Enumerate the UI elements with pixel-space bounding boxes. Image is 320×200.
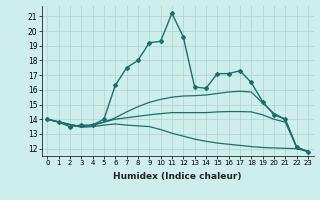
X-axis label: Humidex (Indice chaleur): Humidex (Indice chaleur) xyxy=(113,172,242,181)
